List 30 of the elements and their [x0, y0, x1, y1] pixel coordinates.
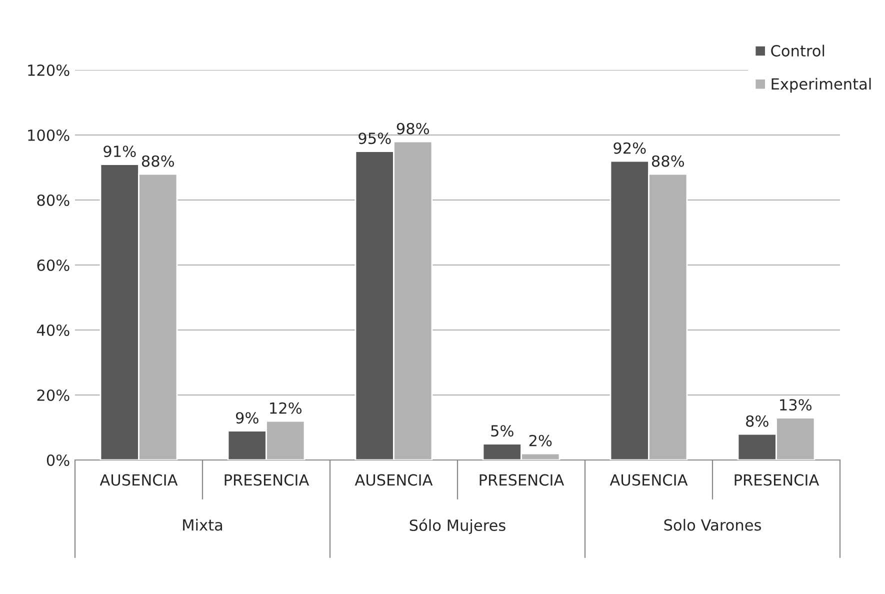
x-tick-label: AUSENCIA — [354, 474, 433, 486]
y-tick-label: 120% — [28, 64, 70, 76]
text: 88% — [142, 155, 174, 167]
x-tick-label: AUSENCIA — [610, 474, 688, 486]
y-tick-label: 100% — [28, 129, 70, 142]
x-tick-label: PRESENCIA — [224, 474, 310, 486]
y-tick-label: 40% — [36, 324, 70, 336]
x-tick-label: PRESENCIA — [734, 474, 820, 486]
y-tick-label: 60% — [37, 259, 70, 272]
text: Mixta — [183, 518, 222, 531]
y-tick-label: 80% — [37, 194, 70, 206]
text: 12% — [270, 402, 302, 414]
text: Sólo Mujeres — [410, 518, 506, 534]
legend-label: Experimental — [772, 78, 871, 93]
text: 13% — [780, 399, 812, 411]
text: 92% — [614, 142, 646, 154]
text: 2% — [529, 434, 552, 446]
text: 98% — [396, 122, 430, 134]
x-tick-label: PRESENCIA — [480, 474, 564, 486]
text: 8% — [746, 415, 768, 427]
x-tick-label: AUSENCIA — [100, 474, 178, 486]
legend-label: Control — [771, 44, 824, 57]
text: 95% — [358, 132, 391, 144]
text: 88% — [652, 155, 684, 167]
text: 91% — [104, 146, 136, 158]
y-tick-label: 0% — [46, 454, 70, 466]
y-tick-label: 20% — [37, 389, 70, 402]
text: Solo Varones — [664, 518, 761, 531]
text: 9% — [236, 412, 258, 424]
text: 5% — [491, 425, 514, 437]
